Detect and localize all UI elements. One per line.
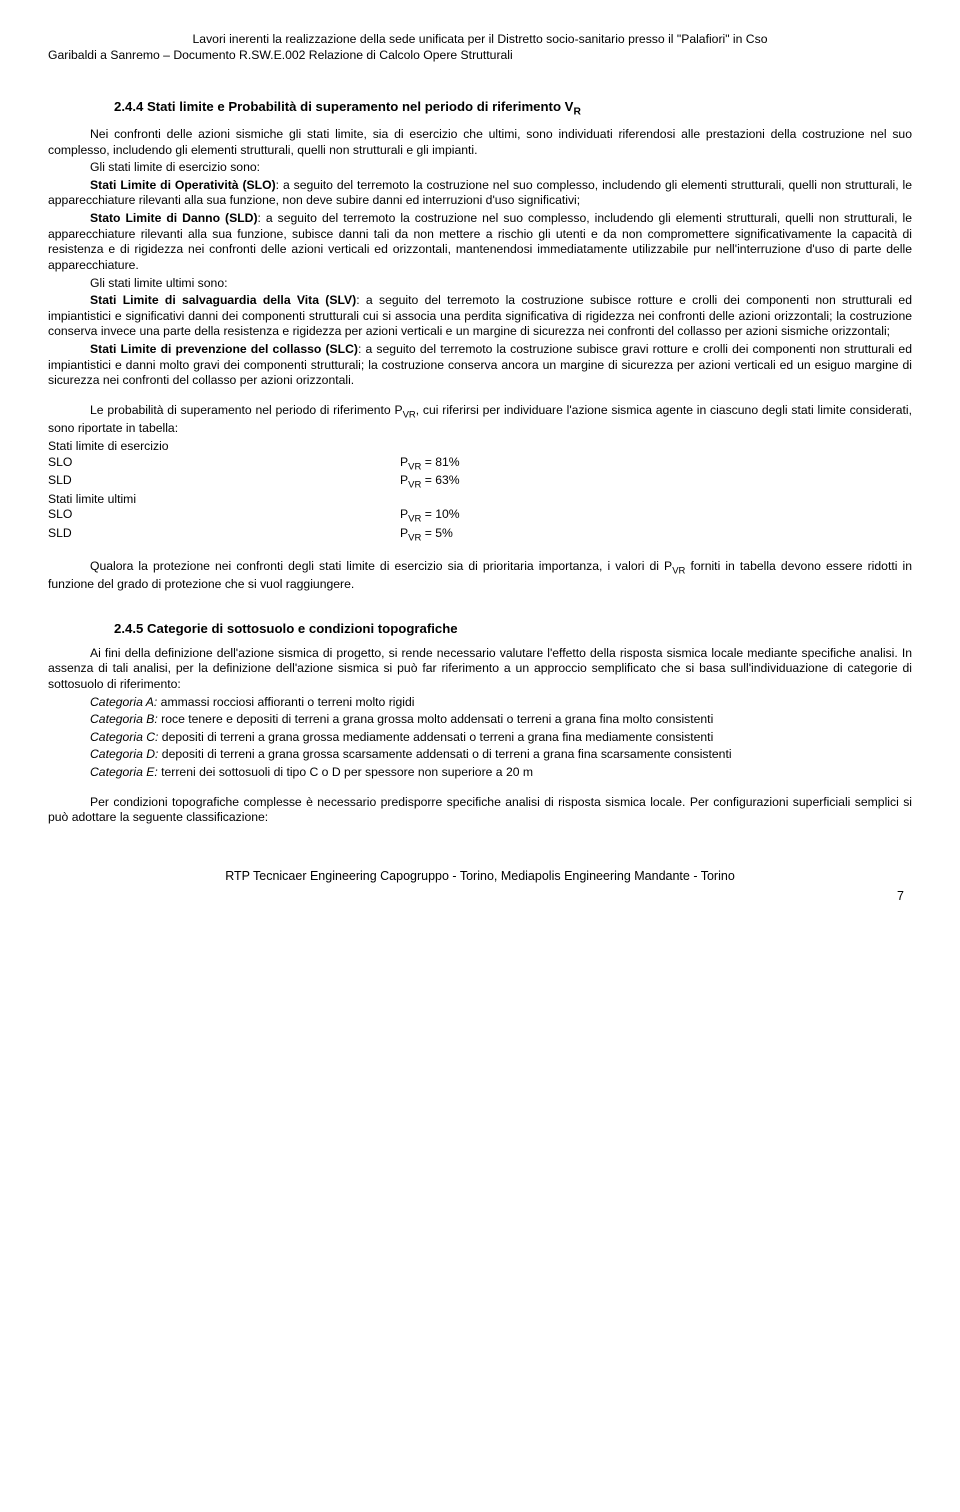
prob-row-slo2: SLO PVR = 10% (48, 507, 912, 526)
para-ex-states-intro: Gli stati limite di esercizio sono: (48, 160, 912, 176)
prob-intro-sub: VR (403, 409, 416, 420)
para-245-intro: Ai fini della definizione dell'azione si… (48, 646, 912, 693)
pvr-sub: VR (408, 461, 421, 472)
prob-note-a: Qualora la protezione nei confronti degl… (90, 559, 672, 573)
prob-intro-a: Le probabilità di superamento nel period… (90, 403, 403, 417)
prob-row-sld-val: PVR = 63% (400, 473, 460, 492)
pvr-sym: P (400, 455, 408, 469)
prob-table-h2: Stati limite ultimi (48, 492, 912, 508)
prob-row-slo: SLO PVR = 81% (48, 455, 912, 474)
prob-row-slo2-val: PVR = 10% (400, 507, 460, 526)
cat-b-label: Categoria B: (90, 712, 158, 726)
page-number: 7 (48, 888, 912, 904)
section-2-4-4-title-sub: R (573, 107, 580, 118)
section-2-4-4-title-text: 2.4.4 Stati limite e Probabilità di supe… (114, 99, 573, 114)
cat-d-label: Categoria D: (90, 747, 158, 761)
slv-bold: Stati Limite di salvaguardia della Vita … (90, 293, 356, 307)
cat-b: Categoria B: roce tenere e depositi di t… (48, 712, 912, 728)
header-line-2: Garibaldi a Sanremo – Documento R.SW.E.0… (48, 48, 912, 64)
para-sld: Stato Limite di Danno (SLD): a seguito d… (48, 211, 912, 273)
slc-bold: Stati Limite di prevenzione del collasso… (90, 342, 358, 356)
prob-row-sld2-val: PVR = 5% (400, 526, 453, 545)
pvr-sym: P (400, 473, 408, 487)
cat-e-text: terreni dei sottosuoli di tipo C o D per… (158, 765, 533, 779)
pvr-sym: P (400, 507, 408, 521)
prob-row-slo-val: PVR = 81% (400, 455, 460, 474)
page-header: Lavori inerenti la realizzazione della s… (48, 32, 912, 63)
cat-c: Categoria C: depositi di terreni a grana… (48, 730, 912, 746)
cat-d-text: depositi di terreni a grana grossa scars… (158, 747, 731, 761)
para-ul-states-intro: Gli stati limite ultimi sono: (48, 276, 912, 292)
page-footer: RTP Tecnicaer Engineering Capogruppo - T… (48, 868, 912, 884)
para-prob-note: Qualora la protezione nei confronti degl… (48, 559, 912, 593)
para-prob-intro: Le probabilità di superamento nel period… (48, 403, 912, 437)
prob-row-sld2: SLD PVR = 5% (48, 526, 912, 545)
cat-e: Categoria E: terreni dei sottosuoli di t… (48, 765, 912, 781)
prob-row-slo2-pct: = 10% (421, 507, 459, 521)
prob-table-h1: Stati limite di esercizio (48, 439, 912, 455)
prob-row-sld2-label: SLD (48, 526, 400, 545)
prob-row-slo-label: SLO (48, 455, 400, 474)
prob-row-sld: SLD PVR = 63% (48, 473, 912, 492)
prob-row-sld-pct: = 63% (421, 473, 459, 487)
section-2-4-4-title: 2.4.4 Stati limite e Probabilità di supe… (114, 99, 912, 119)
cat-a-label: Categoria A: (90, 695, 157, 709)
para-slo: Stati Limite di Operatività (SLO): a seg… (48, 178, 912, 209)
pvr-sub: VR (408, 480, 421, 491)
pvr-sub: VR (408, 532, 421, 543)
cat-b-text: roce tenere e depositi di terreni a gran… (158, 712, 714, 726)
header-line-1: Lavori inerenti la realizzazione della s… (48, 32, 912, 48)
cat-e-label: Categoria E: (90, 765, 158, 779)
para-slc: Stati Limite di prevenzione del collasso… (48, 342, 912, 389)
para-topo: Per condizioni topografiche complesse è … (48, 795, 912, 826)
slo-bold: Stati Limite di Operatività (SLO) (90, 178, 276, 192)
cat-a: Categoria A: ammassi rocciosi affioranti… (48, 695, 912, 711)
prob-note-sub: VR (672, 565, 685, 576)
prob-row-slo2-label: SLO (48, 507, 400, 526)
prob-table: Stati limite di esercizio SLO PVR = 81% … (48, 439, 912, 545)
cat-c-text: depositi di terreni a grana grossa media… (158, 730, 713, 744)
prob-row-sld-label: SLD (48, 473, 400, 492)
para-intro: Nei confronti delle azioni sismiche gli … (48, 127, 912, 158)
prob-row-slo-pct: = 81% (421, 455, 459, 469)
cat-a-text: ammassi rocciosi affioranti o terreni mo… (157, 695, 414, 709)
pvr-sym: P (400, 526, 408, 540)
para-slv: Stati Limite di salvaguardia della Vita … (48, 293, 912, 340)
section-2-4-5-title: 2.4.5 Categorie di sottosuolo e condizio… (114, 621, 912, 638)
cat-d: Categoria D: depositi di terreni a grana… (48, 747, 912, 763)
sld-bold: Stato Limite di Danno (SLD) (90, 211, 258, 225)
prob-row-sld2-pct: = 5% (421, 526, 453, 540)
cat-c-label: Categoria C: (90, 730, 158, 744)
pvr-sub: VR (408, 514, 421, 525)
